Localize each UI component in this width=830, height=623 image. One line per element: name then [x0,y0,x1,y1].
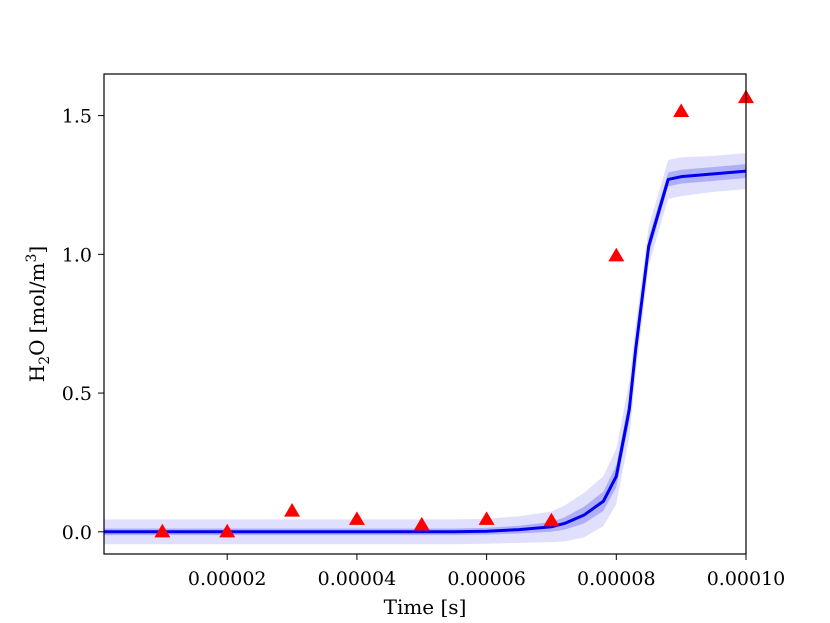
data-point-marker [154,523,171,538]
x-axis-ticks: 0.00002 0.00004 0.00006 0.00008 0.00010 [188,554,785,590]
data-point-marker [673,103,690,118]
data-point-marker [543,512,560,527]
data-point-marker [478,511,495,525]
plot-frame [103,73,747,555]
y-axis-ticks: 0.0 0.5 1.0 1.5 [62,106,104,544]
confidence-bands [104,153,746,545]
data-point-marker [608,247,625,262]
observation-markers [154,89,754,538]
y-axis-unit-tail: ] [25,246,49,254]
data-point-marker [219,523,236,538]
x-tick-label: 0.00010 [707,568,786,590]
data-point-marker [348,511,365,525]
y-tick-label: 1.0 [62,244,92,266]
data-point-marker [413,516,430,531]
x-tick-label: 0.00008 [577,568,656,590]
model-line-layer [104,169,746,534]
y-tick-label: 1.5 [62,106,92,128]
inner-band [104,164,746,536]
model-line [104,169,746,534]
data-point-marker [284,502,301,517]
y-axis-species-main: H [25,365,49,382]
x-tick-label: 0.00006 [447,568,526,590]
y-axis-unit-main: [mol/m [25,262,49,333]
y-tick-label: 0.0 [62,522,92,544]
y-tick-label: 0.5 [62,383,92,405]
y-axis-unit-sup: 3 [24,254,40,263]
outer-band [104,153,746,545]
y-axis-species-tail: O [25,339,49,355]
x-tick-label: 0.00002 [188,568,267,590]
x-tick-label: 0.00004 [318,568,397,590]
x-axis-title: Time [s] [384,595,467,619]
y-axis-title: H2O [mol/m3] [24,246,53,382]
y-axis-species-sub: 2 [37,356,53,365]
